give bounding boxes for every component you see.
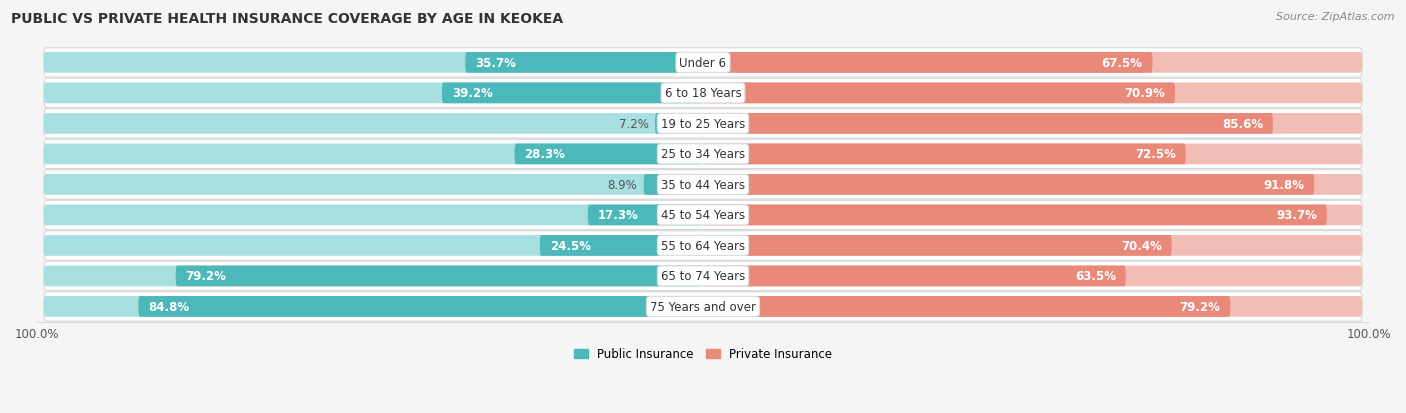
FancyBboxPatch shape [515, 144, 703, 165]
Text: 93.7%: 93.7% [1277, 209, 1317, 222]
Text: 79.2%: 79.2% [1180, 300, 1220, 313]
FancyBboxPatch shape [703, 144, 1185, 165]
FancyBboxPatch shape [703, 205, 1327, 226]
FancyBboxPatch shape [703, 114, 1272, 135]
Text: 70.4%: 70.4% [1121, 240, 1161, 252]
FancyBboxPatch shape [44, 109, 1362, 139]
FancyBboxPatch shape [44, 201, 1362, 230]
FancyBboxPatch shape [465, 53, 703, 74]
FancyBboxPatch shape [44, 262, 1362, 291]
Text: 45 to 54 Years: 45 to 54 Years [661, 209, 745, 222]
Text: 35 to 44 Years: 35 to 44 Years [661, 178, 745, 192]
FancyBboxPatch shape [44, 205, 703, 226]
Text: Under 6: Under 6 [679, 57, 727, 70]
FancyBboxPatch shape [44, 114, 703, 135]
Text: 6 to 18 Years: 6 to 18 Years [665, 87, 741, 100]
FancyBboxPatch shape [44, 140, 1362, 169]
FancyBboxPatch shape [703, 266, 1126, 287]
FancyBboxPatch shape [703, 205, 1362, 226]
FancyBboxPatch shape [703, 53, 1362, 74]
Text: 72.5%: 72.5% [1135, 148, 1175, 161]
Legend: Public Insurance, Private Insurance: Public Insurance, Private Insurance [569, 343, 837, 366]
FancyBboxPatch shape [703, 297, 1230, 317]
FancyBboxPatch shape [703, 175, 1315, 195]
Text: 19 to 25 Years: 19 to 25 Years [661, 118, 745, 131]
Text: 35.7%: 35.7% [475, 57, 516, 70]
Text: 39.2%: 39.2% [451, 87, 494, 100]
FancyBboxPatch shape [138, 297, 703, 317]
FancyBboxPatch shape [703, 144, 1362, 165]
FancyBboxPatch shape [703, 53, 1153, 74]
FancyBboxPatch shape [644, 175, 703, 195]
Text: 28.3%: 28.3% [524, 148, 565, 161]
FancyBboxPatch shape [703, 235, 1362, 256]
Text: Source: ZipAtlas.com: Source: ZipAtlas.com [1277, 12, 1395, 22]
FancyBboxPatch shape [703, 297, 1362, 317]
Text: 25 to 34 Years: 25 to 34 Years [661, 148, 745, 161]
FancyBboxPatch shape [44, 231, 1362, 261]
FancyBboxPatch shape [44, 53, 703, 74]
FancyBboxPatch shape [44, 83, 703, 104]
Text: 85.6%: 85.6% [1222, 118, 1263, 131]
Text: 7.2%: 7.2% [619, 118, 648, 131]
FancyBboxPatch shape [44, 175, 703, 195]
FancyBboxPatch shape [44, 170, 1362, 199]
FancyBboxPatch shape [703, 83, 1175, 104]
Text: 8.9%: 8.9% [607, 178, 637, 192]
Text: 55 to 64 Years: 55 to 64 Years [661, 240, 745, 252]
FancyBboxPatch shape [176, 266, 703, 287]
FancyBboxPatch shape [44, 292, 1362, 321]
FancyBboxPatch shape [44, 144, 703, 165]
Text: PUBLIC VS PRIVATE HEALTH INSURANCE COVERAGE BY AGE IN KEOKEA: PUBLIC VS PRIVATE HEALTH INSURANCE COVER… [11, 12, 564, 26]
FancyBboxPatch shape [44, 235, 703, 256]
FancyBboxPatch shape [441, 83, 703, 104]
Text: 67.5%: 67.5% [1101, 57, 1143, 70]
FancyBboxPatch shape [703, 235, 1171, 256]
FancyBboxPatch shape [588, 205, 703, 226]
FancyBboxPatch shape [703, 114, 1362, 135]
FancyBboxPatch shape [655, 114, 703, 135]
FancyBboxPatch shape [703, 175, 1362, 195]
Text: 91.8%: 91.8% [1263, 178, 1305, 192]
Text: 63.5%: 63.5% [1074, 270, 1116, 283]
Text: 17.3%: 17.3% [598, 209, 638, 222]
FancyBboxPatch shape [44, 297, 703, 317]
Text: 75 Years and over: 75 Years and over [650, 300, 756, 313]
Text: 24.5%: 24.5% [550, 240, 591, 252]
FancyBboxPatch shape [703, 266, 1362, 287]
FancyBboxPatch shape [44, 266, 703, 287]
FancyBboxPatch shape [44, 79, 1362, 108]
Text: 84.8%: 84.8% [149, 300, 190, 313]
FancyBboxPatch shape [540, 235, 703, 256]
Text: 79.2%: 79.2% [186, 270, 226, 283]
Text: 65 to 74 Years: 65 to 74 Years [661, 270, 745, 283]
FancyBboxPatch shape [44, 49, 1362, 78]
FancyBboxPatch shape [703, 83, 1362, 104]
Text: 70.9%: 70.9% [1125, 87, 1166, 100]
